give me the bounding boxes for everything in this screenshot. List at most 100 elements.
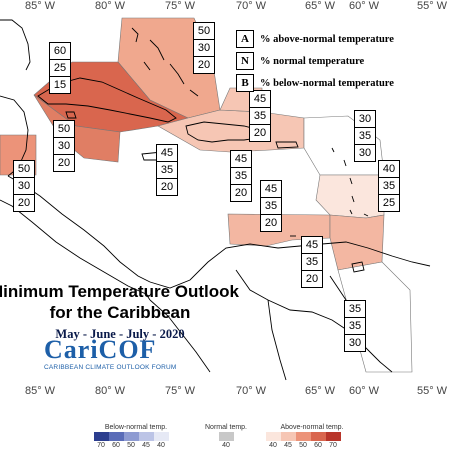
prob-above: 50 [197, 25, 211, 37]
lon-label-65w-bottom: 65° W [304, 385, 336, 397]
prob-above: 35 [348, 303, 362, 315]
colorbar-above-label: Above-normal temp. [280, 424, 344, 431]
colorbar-above-cell-2 [281, 432, 296, 441]
lon-label-65w: 65° W [304, 0, 336, 12]
region-guianas [337, 261, 413, 373]
prob-normal: 35 [379, 177, 399, 194]
prob-above: 45 [160, 147, 174, 159]
colorbar-above-cell-1 [266, 432, 281, 441]
prob-above: 60 [53, 45, 67, 57]
prob-below: 30 [355, 144, 375, 161]
prob-above: 40 [382, 163, 396, 175]
prob-box-cuba: 60 25 15 [49, 42, 71, 94]
prob-above: 30 [358, 113, 372, 125]
logo-wordmark: CariCOF [44, 335, 157, 364]
legend-key-n: N [236, 52, 254, 70]
lon-label-70w: 70° W [235, 0, 267, 12]
prob-box-cayman: 50 30 20 [53, 120, 75, 172]
prob-above: 50 [17, 163, 31, 175]
prob-box-hispaniola-south: 45 35 20 [260, 180, 282, 232]
lon-label-80w: 80° W [94, 0, 126, 12]
colorbar-tick: 70 [97, 442, 105, 449]
prob-above: 50 [57, 123, 71, 135]
colorbar-below-cell-1 [94, 432, 109, 441]
prob-normal: 30 [14, 177, 34, 194]
lon-label-75w-bottom: 75° W [164, 385, 196, 397]
lon-label-85w-bottom: 85° W [24, 385, 56, 397]
lon-label-70w-bottom: 70° W [235, 385, 267, 397]
lon-label-55w: 55° W [416, 0, 448, 12]
region-leeward-east [315, 174, 385, 219]
prob-below: 20 [250, 124, 270, 141]
prob-below: 15 [50, 76, 70, 93]
prob-below: 20 [54, 154, 74, 171]
legend-text-below: % below-normal temperature [260, 77, 394, 89]
legend-text-normal: % normal temperature [260, 55, 365, 67]
prob-below: 20 [157, 178, 177, 195]
legend-key-b: B [236, 74, 254, 92]
prob-normal: 35 [250, 107, 270, 124]
prob-below: 20 [302, 270, 322, 287]
prob-box-jamaica: 45 35 20 [156, 144, 178, 196]
legend-row-below: B % below-normal temperature [236, 72, 416, 94]
prob-below: 20 [14, 194, 34, 211]
colorbar-below-cell-4 [139, 432, 154, 441]
legend-row-above: A % above-normal temperature [236, 28, 416, 50]
prob-normal: 25 [50, 59, 70, 76]
lon-label-85w: 85° W [24, 0, 56, 12]
colorbar-tick: 45 [142, 442, 150, 449]
colorbar-tick: 45 [284, 442, 292, 449]
prob-box-belize-west: 50 30 20 [13, 160, 35, 212]
prob-normal: 35 [345, 317, 365, 334]
prob-box-abc-islands: 45 35 20 [301, 236, 323, 288]
prob-box-bahamas: 50 30 20 [193, 22, 215, 74]
prob-normal: 30 [54, 137, 74, 154]
prob-box-turks-caicos: 45 35 20 [249, 90, 271, 142]
prob-above: 45 [253, 93, 267, 105]
colorbar-above-cell-4 [311, 432, 326, 441]
legend-row-normal: N % normal temperature [236, 50, 416, 72]
colorbar-tick: 40 [157, 442, 165, 449]
colorbar-tick: 40 [222, 442, 230, 449]
prob-above: 45 [305, 239, 319, 251]
prob-box-leeward-north: 30 35 30 [354, 110, 376, 162]
colorbar-tick: 50 [127, 442, 135, 449]
colorbar-above-cell-3 [296, 432, 311, 441]
legend-key-a: A [236, 30, 254, 48]
map-title-line1: Minimum Temperature Outlook [0, 282, 239, 301]
lon-label-60w: 60° W [348, 0, 380, 12]
colorbar-tick: 50 [299, 442, 307, 449]
colorbar-above-cell-5 [326, 432, 341, 441]
prob-below: 20 [194, 56, 214, 73]
colorbar-below-cell-2 [109, 432, 124, 441]
lon-label-80w-bottom: 80° W [94, 385, 126, 397]
colorbar-tick: 60 [112, 442, 120, 449]
prob-above: 45 [234, 153, 248, 165]
legend-text-above: % above-normal temperature [260, 33, 394, 45]
colorbar-normal-label: Normal temp. [204, 424, 248, 431]
forecast-period: May - June - July - 2020 [55, 327, 185, 341]
prob-below: 20 [231, 184, 251, 201]
prob-normal: 35 [231, 167, 251, 184]
colorbar-normal-cell [219, 432, 234, 441]
prob-below: 25 [379, 194, 399, 211]
colorbar-below-label: Below-normal temp. [104, 424, 168, 431]
prob-normal: 35 [355, 127, 375, 144]
probability-legend: A % above-normal temperature N % normal … [236, 28, 416, 94]
caribbean-map [0, 17, 431, 381]
colorbar-below-cell-3 [124, 432, 139, 441]
prob-box-leeward-east: 40 35 25 [378, 160, 400, 212]
colorbar-tick: 70 [329, 442, 337, 449]
prob-box-guianas: 35 35 30 [344, 300, 366, 352]
prob-normal: 35 [302, 253, 322, 270]
prob-normal: 35 [261, 197, 281, 214]
lon-label-75w: 75° W [164, 0, 196, 12]
lon-label-60w-bottom: 60° W [348, 385, 380, 397]
colorbar-below-cell-5 [154, 432, 169, 441]
prob-above: 45 [264, 183, 278, 195]
title-block: Minimum Temperature Outlook for the Cari… [0, 282, 240, 342]
prob-below: 20 [261, 214, 281, 231]
prob-normal: 35 [157, 161, 177, 178]
prob-below: 30 [345, 334, 365, 351]
